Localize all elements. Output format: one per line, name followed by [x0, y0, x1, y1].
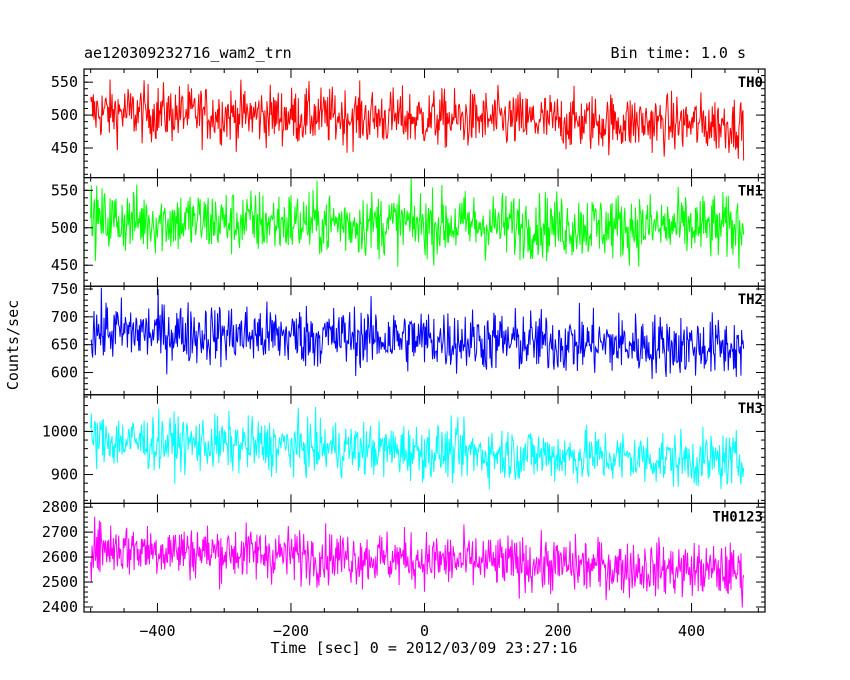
y-tick-label: 500 [51, 106, 78, 124]
series-line-th0 [90, 79, 745, 161]
x-tick-label: 200 [544, 622, 571, 640]
panel-label: TH0 [738, 75, 763, 91]
panel-th1: 450 500 550 TH1 [51, 177, 766, 287]
panels-group: 450 500 550 TH0 450 500 550 TH1 600 650 700 750 TH2 9… [42, 68, 766, 616]
series-line-th2 [90, 287, 745, 379]
y-tick-label: 700 [51, 308, 78, 326]
panel-frame [83, 177, 766, 287]
y-tick-label: 550 [51, 73, 78, 91]
x-tick-label: 0 [420, 622, 429, 640]
panel-label: TH3 [738, 401, 763, 417]
x-axis: −400 −200 0 200 400 [139, 622, 705, 640]
panel-th0: 450 500 550 TH0 [51, 68, 766, 179]
x-tick-label: 400 [678, 622, 705, 640]
x-tick-label: −200 [273, 622, 309, 640]
x-tick-label: −400 [139, 622, 175, 640]
y-axis-title: Counts/sec [4, 300, 22, 390]
series-line-th3 [90, 406, 745, 490]
y-tick-label: 2600 [42, 548, 78, 566]
panel-th0123: 2400 2500 2600 2700 2800 TH0123 [42, 498, 766, 616]
y-tick-label: 1000 [42, 422, 78, 440]
y-tick-label: 650 [51, 336, 78, 354]
y-tick-label: 750 [51, 280, 78, 298]
panel-label: TH2 [738, 292, 763, 308]
chart-title-left: ae120309232716_wam2_trn [84, 44, 292, 62]
y-tick-label: 2800 [42, 498, 78, 516]
panel-label: TH0123 [712, 509, 763, 525]
series-line-th0123 [90, 516, 745, 608]
y-tick-label: 2700 [42, 523, 78, 541]
y-tick-label: 450 [51, 139, 78, 157]
y-tick-label: 900 [51, 466, 78, 484]
y-tick-label: 600 [51, 364, 78, 382]
chart-title-right: Bin time: 1.0 s [611, 44, 746, 62]
series-line-th1 [90, 177, 745, 269]
y-tick-label: 550 [51, 181, 78, 199]
panel-th2: 600 650 700 750 TH2 [51, 280, 766, 396]
panel-label: TH1 [738, 184, 763, 200]
y-tick-label: 450 [51, 256, 78, 274]
panel-th3: 900 1000 TH3 [42, 394, 766, 504]
y-tick-label: 2400 [42, 598, 78, 616]
y-tick-label: 500 [51, 219, 78, 237]
x-axis-title: Time [sec] 0 = 2012/03/09 23:27:16 [270, 639, 577, 657]
y-tick-label: 2500 [42, 573, 78, 591]
